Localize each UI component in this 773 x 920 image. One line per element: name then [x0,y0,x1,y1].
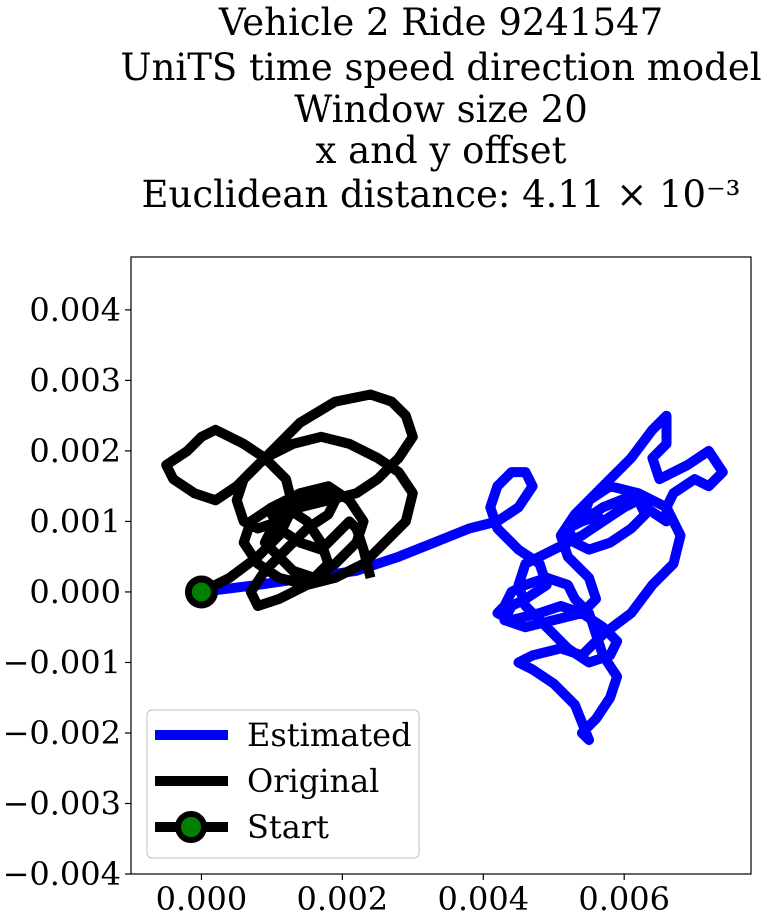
y-axis: −0.004 −0.003 −0.002 −0.001 0.000 0.001 0.002 0… [3,291,131,893]
legend-label-estimated: Estimated [247,716,412,754]
y-tick-label: 0.001 [29,502,121,540]
series-group [161,389,728,745]
plot-area-frame [130,256,752,875]
y-tick-label: −0.004 [3,855,121,893]
y-tick-label: −0.003 [3,784,121,822]
start-marker [184,575,218,609]
series-line-original [161,389,418,611]
legend-label-original: Original [247,762,379,800]
x-tick-label: 0.004 [437,880,529,918]
legend-marker-start [175,811,207,843]
title-line-1: Vehicle 2 Ride 9241547 [218,1,663,44]
title-line-5: Euclidean distance: 4.11 × 10⁻³ [142,173,741,216]
x-axis: 0.000 0.002 0.004 0.006 [156,874,670,918]
y-tick-label: 0.000 [29,573,121,611]
y-tick-label: −0.001 [3,643,121,681]
x-tick-label: 0.006 [578,880,670,918]
title-line-4: x and y offset [316,129,567,172]
title-line-2: UniTS time speed direction model [120,46,761,89]
y-tick-label: 0.004 [29,291,121,329]
title-line-3: Window size 20 [294,88,588,131]
legend: Estimated Original Start [146,709,420,859]
chart-title: Vehicle 2 Ride 9241547 UniTS time speed … [120,1,761,216]
x-tick-label: 0.000 [156,880,248,918]
legend-frame [146,709,420,859]
x-tick-label: 0.002 [297,880,389,918]
y-tick-label: 0.003 [29,361,121,399]
series-line-estimated [200,410,728,745]
y-tick-label: −0.002 [3,714,121,752]
y-tick-label: 0.002 [29,432,121,470]
legend-label-start: Start [247,808,329,846]
